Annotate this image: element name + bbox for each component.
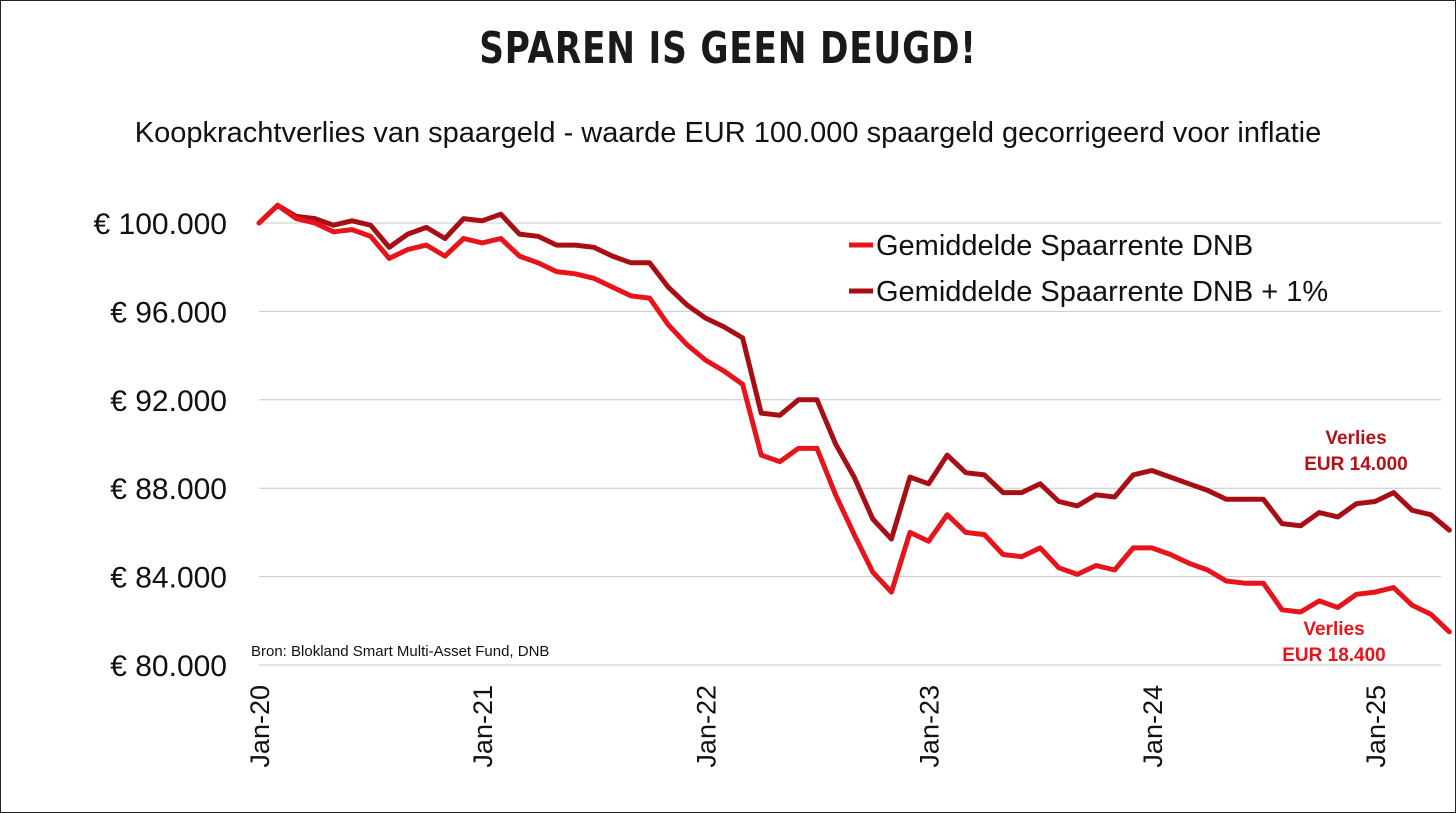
gridlines — [259, 222, 1441, 666]
source-note: Bron: Blokland Smart Multi-Asset Fund, D… — [251, 643, 549, 660]
annotations: Verlies EUR 14.000 Verlies EUR 18.400 — [1282, 428, 1408, 666]
x-axis-ticks: Jan-20 Jan-21 Jan-22 Jan-23 Jan-24 Jan-25 — [245, 685, 1391, 768]
y-tick-label: € 100.000 — [94, 208, 227, 241]
y-tick-label: € 84.000 — [110, 562, 227, 595]
y-tick-label: € 96.000 — [110, 296, 227, 329]
x-tick-label: Jan-21 — [468, 685, 498, 768]
annotation-label: Verlies EUR 18.400 — [1282, 619, 1386, 666]
series-line — [256, 202, 1452, 635]
x-tick-label: Jan-25 — [1361, 685, 1391, 768]
x-tick-label: Jan-22 — [691, 685, 721, 768]
y-axis-ticks: € 80.000 € 84.000 € 88.000 € 92.000 € 96.000… — [94, 208, 227, 683]
y-tick-label: € 80.000 — [110, 650, 227, 683]
annotation-label: Verlies EUR 14.000 — [1304, 428, 1408, 475]
series-lines — [256, 202, 1452, 635]
legend-label: Gemiddelde Spaarrente DNB + 1% — [876, 276, 1328, 308]
chart-subtitle: Koopkrachtverlies van spaargeld - waarde… — [134, 117, 1322, 149]
y-tick-label: € 92.000 — [110, 385, 227, 418]
legend-label: Gemiddelde Spaarrente DNB — [876, 230, 1253, 262]
legend: Gemiddelde Spaarrente DNB Gemiddelde Spaa… — [849, 230, 1328, 308]
x-tick-label: Jan-24 — [1138, 685, 1168, 768]
x-tick-label: Jan-23 — [915, 685, 945, 768]
series-line — [256, 202, 1452, 542]
y-tick-label: € 88.000 — [110, 473, 227, 506]
x-tick-label: Jan-20 — [245, 685, 275, 768]
chart-title: SPAREN IS GEEN DEUGD! — [479, 23, 977, 74]
